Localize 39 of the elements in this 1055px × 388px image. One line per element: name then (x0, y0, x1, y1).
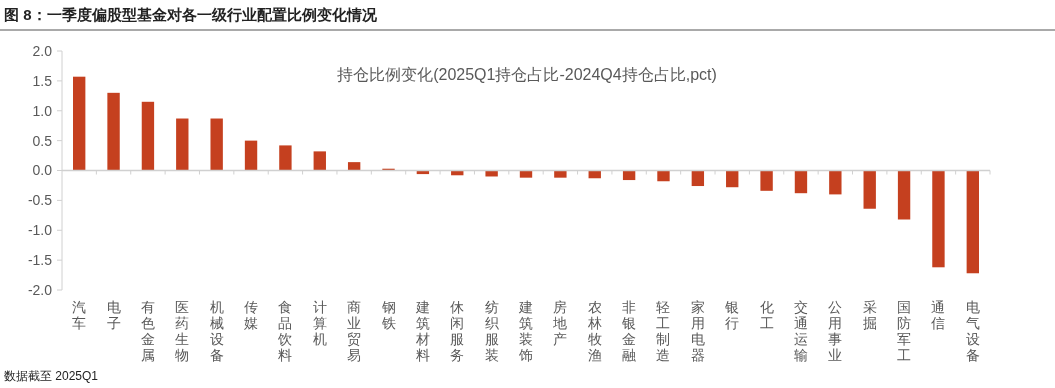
y-tick-label: 2.0 (32, 42, 53, 59)
y-tick-label: 1.0 (32, 102, 53, 119)
x-tick-label: 汽车 (72, 299, 87, 331)
x-tick-label: 家用电器 (690, 299, 705, 363)
x-tick-label: 电子 (106, 299, 121, 331)
x-tick-label: 机械设备 (209, 299, 224, 363)
x-tick-label: 农林牧渔 (586, 299, 602, 363)
x-tick-label: 商业贸易 (347, 299, 362, 363)
x-tick-label: 传媒 (244, 299, 259, 331)
x-tick-label: 交通运输 (793, 299, 808, 363)
x-tick-label: 食品饮料 (277, 299, 293, 363)
x-tick-label: 休闲服务 (450, 299, 465, 363)
x-tick-label: 纺织服装 (484, 299, 499, 363)
y-tick-label: 0.0 (32, 162, 53, 179)
text: 数据截至 2025Q1 (4, 369, 99, 383)
x-tick-label: 电气设备 (965, 299, 980, 363)
x-tick-label: 建筑材料 (414, 299, 430, 363)
x-tick-label: 有色金属 (140, 299, 155, 363)
y-tick-label: 1.5 (32, 72, 53, 89)
annotation: 持仓比例变化(2025Q1持仓占比-2024Q4持仓占比,pct) (337, 66, 717, 83)
chart-title: 图 8：一季度偏股型基金对各一级行业配置比例变化情况 (4, 6, 378, 23)
y-tick-label: -2.0 (27, 281, 53, 298)
x-tick-label: 公用事业 (828, 299, 843, 363)
x-tick-label: 非银金融 (621, 299, 637, 363)
x-tick-label: 房地产 (552, 299, 568, 347)
y-tick-label: 0.5 (32, 132, 53, 149)
x-tick-label: 钢铁 (380, 299, 396, 331)
x-tick-label: 建筑装饰 (518, 299, 533, 363)
x-tick-label: 化工 (759, 299, 774, 331)
x-tick-label: 计算机 (312, 299, 327, 347)
y-tick-label: -1.5 (27, 252, 53, 269)
x-tick-label: 医药生物 (175, 299, 190, 363)
x-tick-label: 轻工制造 (656, 299, 671, 363)
x-tick-label: 国防军工 (897, 299, 912, 363)
x-tick-label: 通信 (931, 299, 946, 331)
y-tick-label: -1.0 (27, 222, 53, 239)
y-tick-label: -0.5 (27, 192, 53, 209)
x-tick-label: 银行 (724, 299, 740, 331)
x-tick-label: 采掘 (862, 299, 877, 331)
